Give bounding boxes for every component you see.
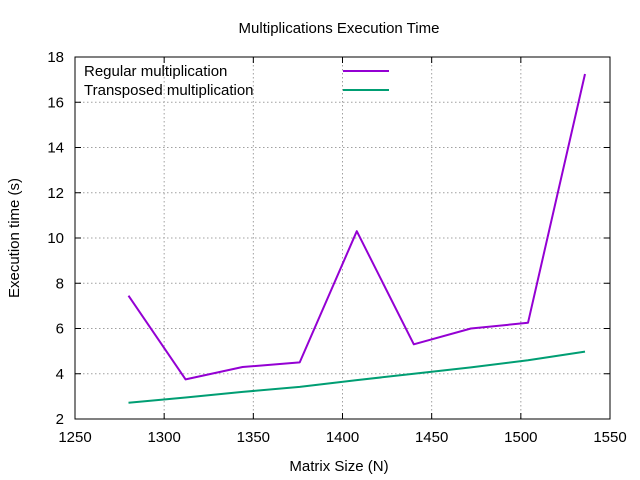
series-layer [127, 73, 586, 404]
series-line-transposed [128, 350, 586, 404]
x-axis-label: Matrix Size (N) [289, 458, 388, 475]
x-tick-label: 1350 [237, 429, 270, 446]
y-axis-label: Execution time (s) [6, 178, 23, 298]
grid-lines [75, 57, 610, 419]
axis-ticks: 1250 1300 1350 1400 1450 1500 1550 2 4 6 8 10 12 14 16… [47, 49, 626, 446]
x-tick-label: 1400 [326, 429, 359, 446]
legend: Regular multiplication Transposed multip… [84, 63, 389, 99]
x-tick-label: 1250 [58, 429, 91, 446]
y-tick-label: 12 [47, 185, 64, 202]
legend-label-regular: Regular multiplication [84, 63, 227, 80]
y-tick-label: 18 [47, 49, 64, 66]
y-tick-label: 16 [47, 94, 64, 111]
y-tick-label: 4 [56, 366, 64, 383]
x-tick-label: 1450 [415, 429, 448, 446]
series-line-regular [127, 73, 586, 381]
legend-label-transposed: Transposed multiplication [84, 82, 254, 99]
y-tick-label: 2 [56, 411, 64, 428]
x-tick-label: 1500 [504, 429, 537, 446]
y-tick-label: 14 [47, 140, 64, 157]
x-tick-label: 1550 [593, 429, 626, 446]
chart-title: Multiplications Execution Time [239, 20, 440, 37]
y-tick-label: 6 [56, 321, 64, 338]
y-tick-label: 8 [56, 275, 64, 292]
x-tick-label: 1300 [147, 429, 180, 446]
y-tick-label: 10 [47, 230, 64, 247]
